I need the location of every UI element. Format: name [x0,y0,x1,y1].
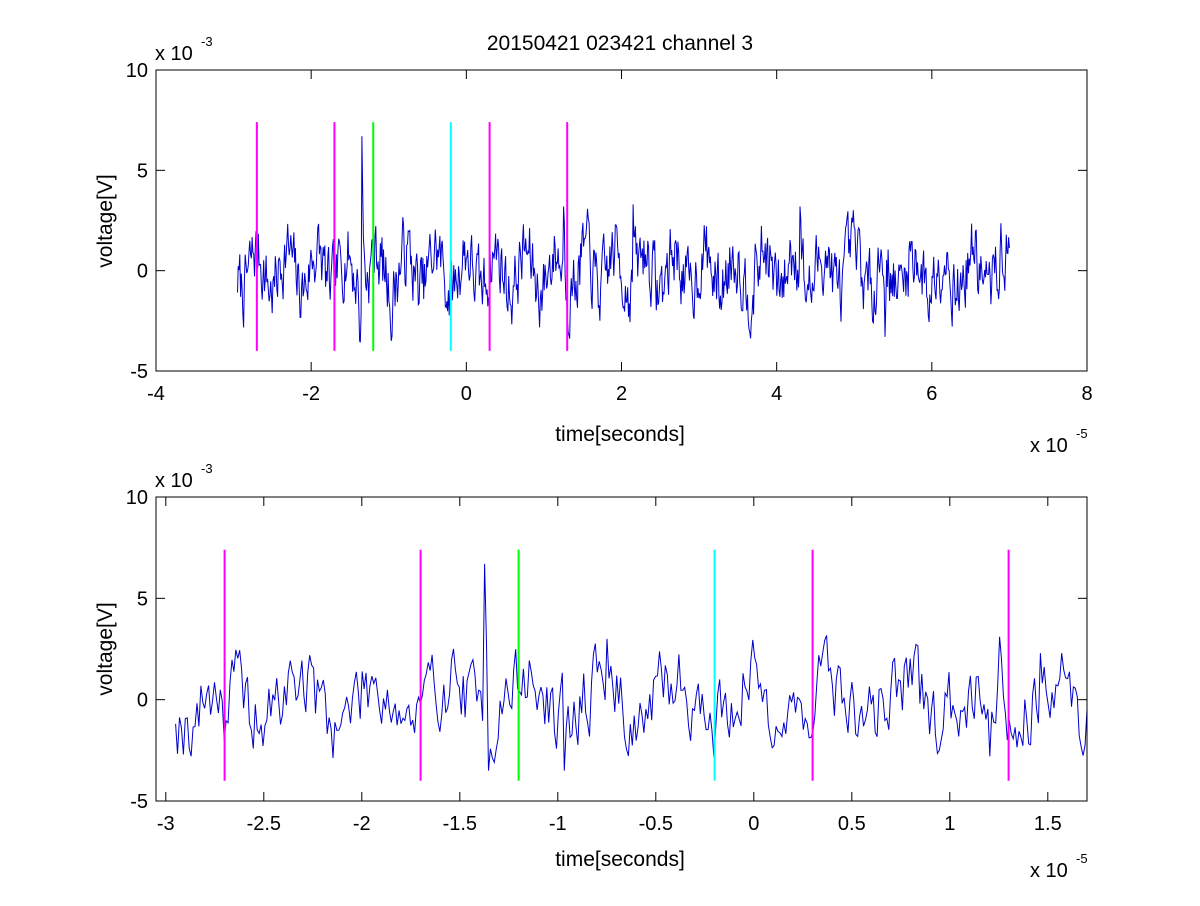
top-plot-body: -4 -2 0 2 4 6 8 -5 0 5 10 [126,60,1093,405]
bottom-y-exponent-label: x 10 -3 [155,461,213,492]
bottom-x-axis-label: time[seconds] [555,848,685,871]
top-x-exponent-base: x 10 [1030,435,1068,457]
bottom-x-tick-label: 0 [748,813,759,835]
top-x-tick-label: 8 [1081,383,1092,405]
bottom-x-exponent-label: x 10 -5 [1030,851,1088,882]
top-plot-title: 20150421 023421 channel 3 [487,32,753,55]
top-y-tick-label: 5 [137,160,148,182]
top-x-exponent-label: x 10 -5 [1030,426,1088,457]
bottom-voltage-trace [175,563,1088,771]
bottom-x-tick-label: -0.5 [639,813,673,835]
bottom-x-tick-label: -3 [157,813,175,835]
top-y-tick-label: 10 [126,60,148,82]
bottom-y-tick-label: 10 [126,487,148,509]
bottom-x-tick-label: -2.5 [247,813,281,835]
top-x-tick-label: -4 [147,383,165,405]
bottom-y-exponent-base: x 10 [155,470,193,492]
top-x-tick-label: 0 [461,383,472,405]
bottom-x-tick-label: 0.5 [838,813,866,835]
top-y-exponent-base: x 10 [155,43,193,65]
top-y-axis-label: voltage[V] [94,174,117,267]
bottom-y-axis-label: voltage[V] [94,602,117,695]
bottom-plot: x 10 -3 -3 -2.5 -2 -1.5 -1 -0.5 0 0.5 1 1.5 -5 0 5 10… [94,461,1088,882]
top-plot-frame [155,69,1088,372]
bottom-x-exponent-base: x 10 [1030,860,1068,882]
top-x-tick-label: 2 [616,383,627,405]
top-plot: 20150421 023421 channel 3 x 10 -3 -4 -2 0 2… [94,32,1093,457]
bottom-y-tick-label: 5 [137,588,148,610]
top-x-axis-label: time[seconds] [555,423,685,446]
bottom-y-tick-label: 0 [137,690,148,712]
bottom-x-tick-label: 1.5 [1034,813,1062,835]
top-x-tick-label: -2 [302,383,320,405]
top-voltage-trace [237,136,1010,343]
bottom-y-exponent-power: -3 [201,461,213,476]
top-y-exponent-label: x 10 -3 [155,34,213,65]
bottom-x-tick-label: -1 [549,813,567,835]
bottom-x-tick-label: -1.5 [443,813,477,835]
top-y-exponent-power: -3 [201,34,213,49]
bottom-x-exponent-power: -5 [1076,851,1088,866]
bottom-x-tick-label: -2 [353,813,371,835]
bottom-plot-body: -3 -2.5 -2 -1.5 -1 -0.5 0 0.5 1 1.5 -5 0 5 10 [126,487,1088,835]
bottom-y-tick-label: -5 [130,791,148,813]
bottom-x-tick-label: 1 [944,813,955,835]
top-x-tick-label: 6 [926,383,937,405]
top-x-tick-label: 4 [771,383,782,405]
top-y-tick-label: 0 [137,261,148,283]
bottom-plot-frame [155,496,1088,802]
top-y-tick-label: -5 [130,361,148,383]
top-x-exponent-power: -5 [1076,426,1088,441]
